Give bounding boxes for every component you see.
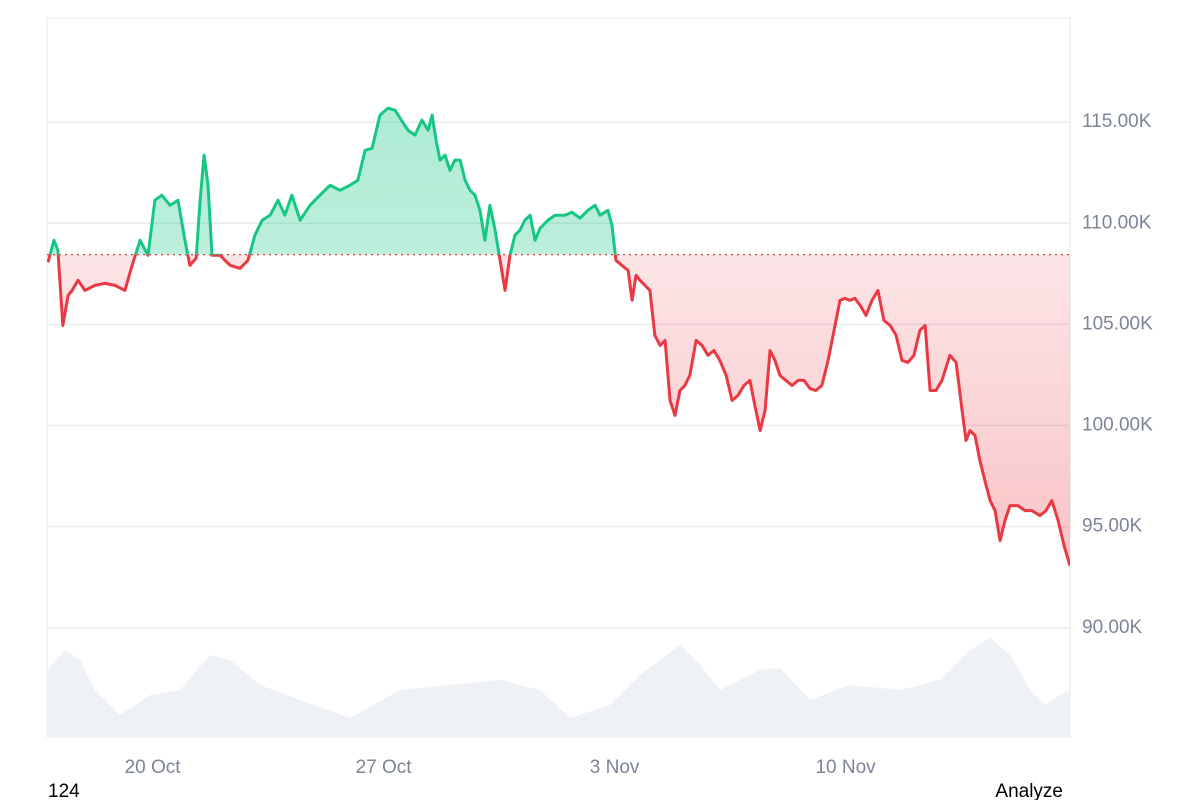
area-down [47,254,1070,566]
x-tick-label: 27 Oct [356,757,413,778]
footer-left: 124 [48,781,80,800]
volume-area [47,638,1070,737]
y-tick-label: 115.00K [1082,111,1152,132]
footer-right[interactable]: Analyze [995,781,1063,800]
x-tick-label: 10 Nov [815,757,876,778]
y-tick-label: 105.00K [1082,313,1153,334]
x-tick-label: 20 Oct [125,757,182,778]
price-line-down [47,254,1070,567]
y-tick-label: 95.00K [1082,516,1143,537]
plot-frame [46,17,1071,738]
price-line-up [48,106,617,255]
x-tick-label: 3 Nov [590,757,640,778]
y-tick-label: 110.00K [1082,212,1152,233]
y-tick-label: 90.00K [1082,617,1143,638]
area-up [50,108,616,255]
y-tick-label: 100.00K [1082,415,1153,436]
